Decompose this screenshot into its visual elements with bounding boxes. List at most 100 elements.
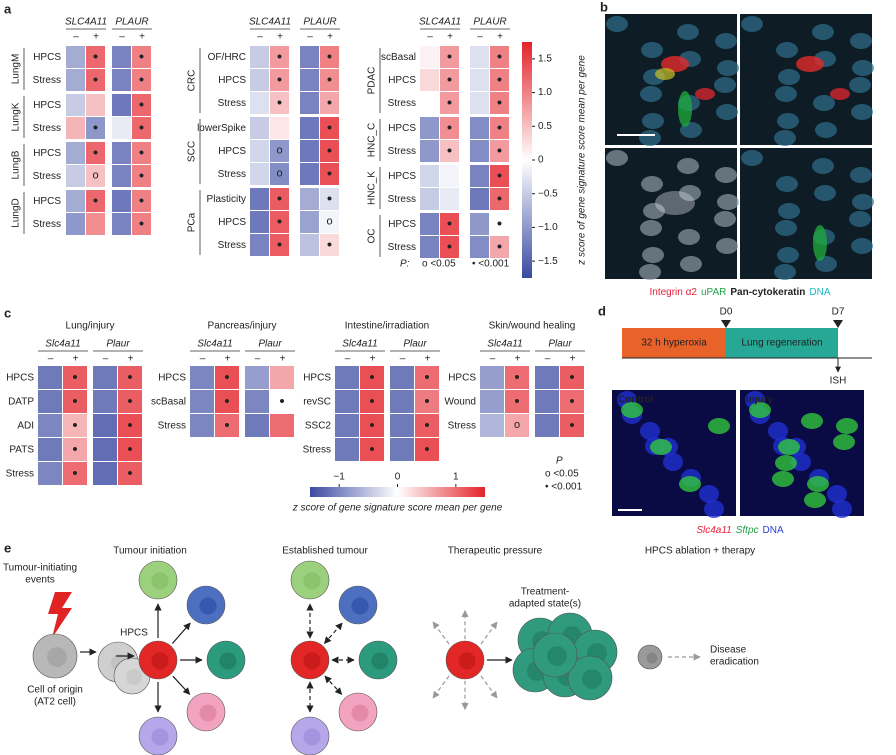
gene-label: PLAUR — [473, 17, 506, 28]
phase-box — [622, 328, 726, 358]
gene-label: PLAUR — [303, 17, 336, 28]
stain-name: DNA — [763, 525, 784, 536]
stain — [775, 86, 797, 102]
significance: • — [497, 167, 502, 184]
hpcs-label: HPCS — [120, 628, 148, 639]
significance: • — [72, 393, 77, 410]
arrow — [432, 621, 450, 645]
significance: • — [369, 441, 374, 458]
heat-cell — [66, 94, 85, 116]
note: (AT2 cell) — [34, 697, 76, 708]
heat-cell — [118, 366, 142, 389]
heat-cell — [440, 165, 459, 187]
p-legend: o <0.05 — [545, 469, 579, 480]
row-label: HPCS — [388, 75, 416, 86]
heat-cell — [420, 236, 439, 258]
stain — [640, 220, 662, 236]
condition-label: + — [515, 354, 521, 365]
colorbar-tick-label: −0.5 — [538, 188, 558, 199]
micrograph — [740, 14, 872, 145]
gene-label: SLC4A11 — [249, 17, 291, 28]
row-label: HPCS — [388, 219, 416, 230]
stain — [768, 422, 788, 440]
heat-cell — [490, 92, 509, 114]
note: adapted state(s) — [509, 599, 581, 610]
heat-cell — [132, 190, 151, 212]
heat-cell — [480, 366, 504, 389]
heat-cell — [112, 69, 131, 91]
heat-cell — [320, 211, 339, 233]
stain — [849, 211, 871, 227]
row-label: Wound — [444, 397, 476, 408]
significance: • — [447, 71, 452, 88]
row-label: DATP — [8, 397, 34, 408]
gene-label: Plaur — [106, 339, 130, 350]
heat-cell — [245, 414, 269, 437]
gene-label: Slc4a11 — [45, 339, 80, 350]
heat-cell — [270, 92, 289, 114]
nucleus — [47, 647, 67, 667]
significance: • — [447, 142, 452, 159]
p-legend: o <0.05 — [422, 259, 456, 270]
significance: • — [93, 119, 98, 136]
row-label: Stress — [158, 421, 186, 432]
heat-cell — [250, 46, 269, 68]
significance: • — [327, 142, 332, 159]
significance: o — [276, 144, 282, 156]
day-marker — [721, 320, 731, 328]
significance: • — [72, 465, 77, 482]
significance: • — [139, 192, 144, 209]
heat-cell — [470, 117, 489, 139]
stain — [642, 247, 664, 263]
significance: • — [497, 119, 502, 136]
heat-cell — [270, 366, 294, 389]
row-label: scBasal — [151, 397, 186, 408]
heat-cell — [250, 117, 269, 139]
heat-cell — [440, 140, 459, 162]
heat-cell — [38, 462, 62, 485]
significance: • — [369, 417, 374, 434]
row-label: HPCS — [303, 373, 331, 384]
significance: • — [327, 48, 332, 65]
significance: • — [497, 238, 502, 255]
condition-label: – — [545, 354, 551, 365]
row-label: Stress — [448, 421, 476, 432]
heat-cell — [490, 213, 509, 235]
gene-label: Plaur — [403, 339, 427, 350]
heat-cell — [470, 213, 489, 235]
gene-label: SLC4A11 — [65, 17, 107, 28]
significance: • — [497, 48, 502, 65]
heat-cell — [470, 188, 489, 210]
heat-cell — [335, 414, 359, 437]
heat-cell — [420, 140, 439, 162]
heat-cell — [490, 188, 509, 210]
stain — [655, 191, 695, 215]
lightning — [48, 592, 72, 638]
stain — [775, 455, 797, 471]
heat-cell — [66, 165, 85, 187]
stain — [812, 158, 834, 174]
colorbar-tick-label: 1.0 — [538, 87, 552, 98]
stain — [716, 104, 738, 120]
micrograph — [605, 14, 737, 145]
stain — [678, 229, 700, 245]
heat-cell — [320, 188, 339, 210]
heat-cell — [470, 236, 489, 258]
stain — [741, 150, 763, 166]
stain — [678, 91, 692, 127]
significance: • — [327, 165, 332, 182]
heat-cell — [335, 390, 359, 413]
heat-cell — [320, 117, 339, 139]
gene-label: Slc4a11 — [342, 339, 377, 350]
stain — [714, 77, 736, 93]
heat-cell — [93, 462, 117, 485]
condition-label: + — [277, 32, 283, 43]
significance: • — [327, 71, 332, 88]
gene-label: PLAUR — [115, 17, 148, 28]
stain — [850, 33, 872, 49]
condition-label: + — [139, 32, 145, 43]
stain — [804, 492, 826, 508]
heat-cell — [66, 117, 85, 139]
significance: o — [92, 169, 98, 181]
heat-cell — [270, 140, 289, 162]
